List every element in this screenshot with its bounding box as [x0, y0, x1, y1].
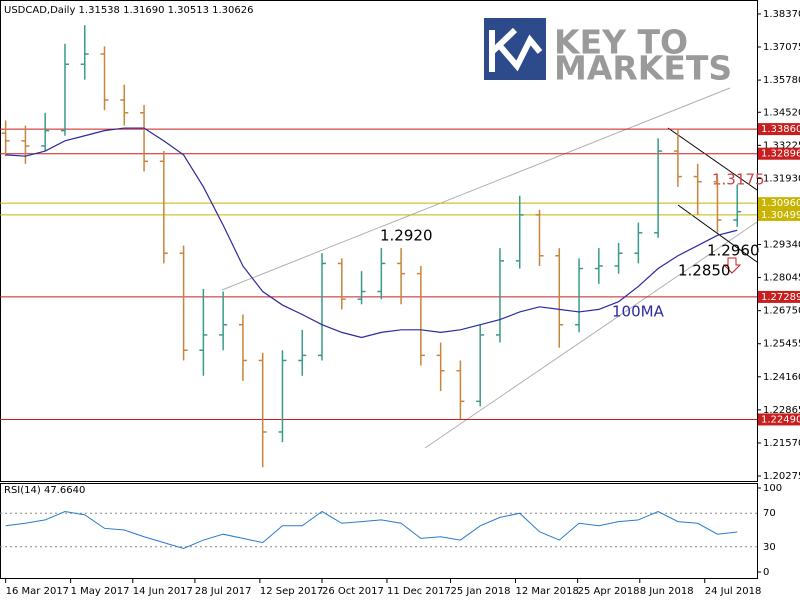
- y-tick-label: 1.29340: [763, 240, 800, 251]
- x-tick-label: 25 Jan 2018: [451, 586, 511, 597]
- x-tick-label: 28 Jul 2017: [195, 586, 252, 597]
- y-tick-label: 1.20275: [763, 471, 800, 482]
- y-tick-label: 100: [763, 483, 782, 494]
- level-label: 1.32896: [761, 149, 800, 160]
- price-panel: [0, 0, 758, 482]
- rsi-line: [5, 510, 738, 550]
- y-tick-label: 1.34520: [763, 107, 800, 118]
- y-tick-label: 1.21570: [763, 438, 800, 449]
- y-tick-label: 1.31930: [763, 173, 800, 184]
- level-label: 1.33860: [761, 124, 800, 135]
- level-label-box: [758, 123, 800, 136]
- x-tick-label: 26 Oct 2017: [322, 586, 384, 597]
- y-tick-label: 1.22865: [763, 405, 800, 416]
- level-label-box: [758, 197, 800, 210]
- x-tick-label: 1 May 2017: [71, 586, 130, 597]
- y-tick-label: 1.28045: [763, 273, 800, 284]
- annotation: 1.2850: [678, 262, 731, 280]
- logo-text: MARKETS: [554, 49, 732, 88]
- y-tick-label: 1.35780: [763, 75, 800, 86]
- logo-text: KEY TO: [554, 23, 688, 62]
- level-label: 1.30499: [761, 210, 800, 221]
- y-tick-label: 1.25455: [763, 339, 800, 350]
- chart-title: USDCAD,Daily 1.31538 1.31690 1.30513 1.3…: [4, 5, 254, 16]
- x-tick-label: 12 Sep 2017: [260, 586, 323, 597]
- level-label: 1.22490: [761, 414, 800, 425]
- logo-mark: [489, 27, 543, 72]
- y-tick-label: 70: [763, 508, 776, 519]
- y-tick-label: 1.37075: [763, 42, 800, 53]
- trendline: [667, 127, 758, 191]
- down-arrow: [722, 257, 742, 274]
- rsi-title: RSI(14) 47.6640: [4, 485, 85, 496]
- x-tick-label: 24 Jul 2018: [705, 586, 762, 597]
- y-tick-label: 1.26750: [763, 306, 800, 317]
- logo: KEY TO MARKETS: [484, 18, 732, 88]
- y-tick-label: 1.38370: [763, 9, 800, 20]
- trendline: [221, 87, 731, 291]
- level-label-box: [758, 290, 800, 303]
- x-tick-label: 12 Mar 2018: [515, 586, 578, 597]
- x-tick-label: 14 Jun 2017: [133, 586, 193, 597]
- x-tick-label: 11 Dec 2017: [387, 586, 451, 597]
- ma-line: [5, 127, 738, 339]
- level-label-box: [758, 208, 800, 221]
- x-tick-label: 16 Mar 2017: [6, 586, 69, 597]
- y-tick-label: 0: [763, 567, 769, 578]
- level-label: 1.27289: [761, 292, 800, 303]
- annotation: 1.2920: [380, 227, 433, 245]
- y-tick-label: 30: [763, 542, 776, 553]
- annotation: 1.3175: [712, 171, 765, 189]
- y-tick-label: 1.24160: [763, 372, 800, 383]
- ma-label: 100MA: [612, 303, 665, 321]
- trendline: [424, 221, 758, 449]
- level-label-box: [758, 413, 800, 426]
- x-tick-label: 8 Jun 2018: [640, 586, 694, 597]
- level-label-box: [758, 147, 800, 160]
- x-tick-label: 25 Apr 2018: [578, 586, 640, 597]
- y-tick-label: 1.33225: [763, 140, 800, 151]
- level-label: 1.30960: [761, 198, 800, 209]
- annotation: 1.2960: [707, 242, 760, 260]
- rsi-panel: [0, 483, 758, 579]
